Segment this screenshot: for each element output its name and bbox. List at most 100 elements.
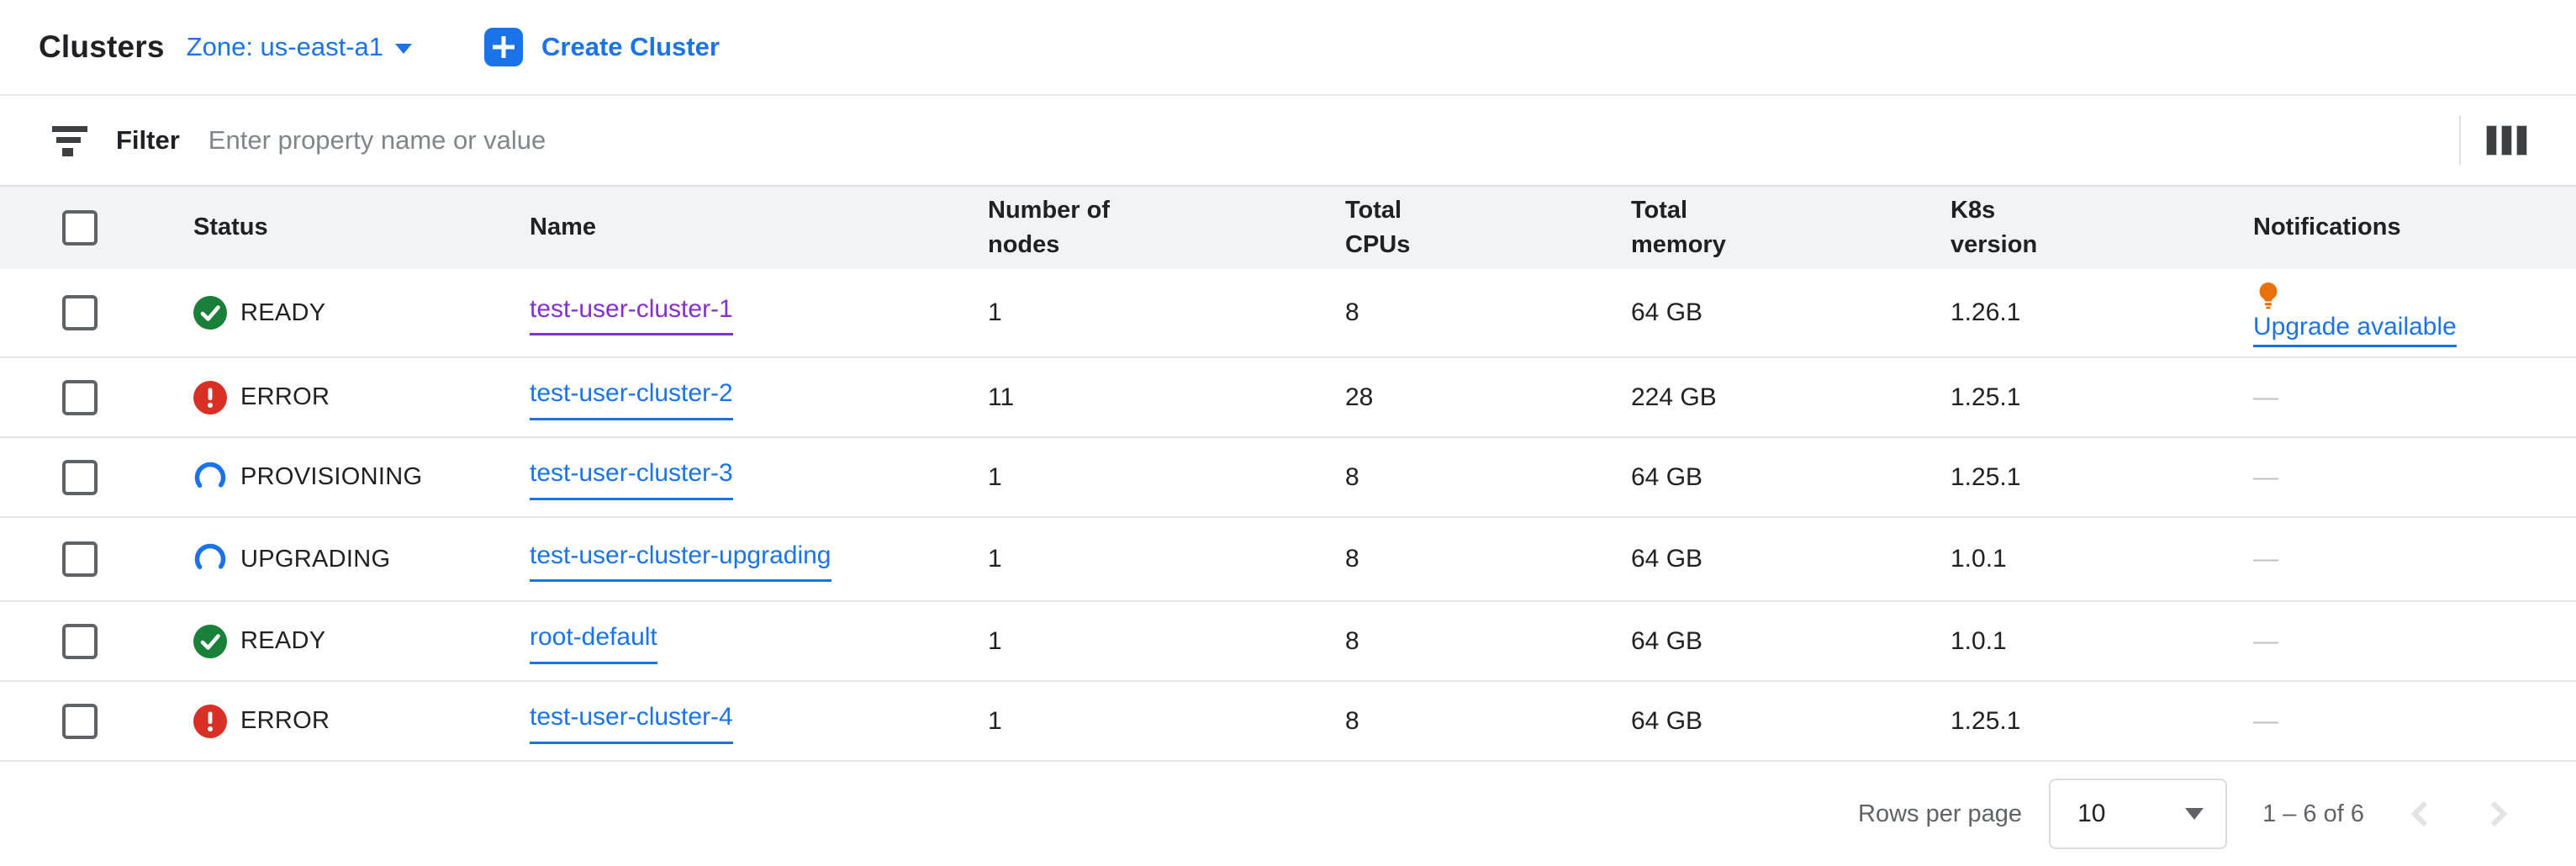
row-checkbox[interactable] — [62, 459, 98, 495]
k8s-version-value: 1.0.1 — [1950, 545, 2007, 573]
nodes-value: 11 — [988, 383, 1015, 411]
memory-value: 64 GB — [1631, 545, 1703, 573]
cpus-value: 8 — [1345, 462, 1359, 491]
memory-value: 64 GB — [1631, 462, 1703, 491]
cluster-name-link[interactable]: test-user-cluster-1 — [530, 290, 733, 336]
clusters-table: Status Name Number of nodes Total CPUs T… — [0, 185, 2576, 762]
column-header-cpus: Total CPUs — [1345, 196, 1411, 258]
table-row: READY test-user-cluster-1 1 8 64 GB 1.26… — [0, 269, 2576, 358]
column-header-name: Name — [530, 214, 596, 241]
status-icon — [193, 624, 227, 658]
rows-per-page-select[interactable]: 10 — [2049, 779, 2228, 849]
memory-value: 64 GB — [1631, 298, 1703, 326]
row-checkbox[interactable] — [62, 703, 98, 739]
cluster-name-link[interactable]: root-default — [530, 618, 657, 664]
upgrade-available-link[interactable]: Upgrade available — [2253, 313, 2457, 347]
error-exclamation-icon — [193, 380, 227, 415]
chevron-down-icon — [2185, 808, 2204, 820]
cluster-name-link[interactable]: test-user-cluster-upgrading — [530, 536, 831, 583]
notifications-cell: — — [2253, 463, 2576, 492]
k8s-version-value: 1.25.1 — [1950, 706, 2021, 735]
previous-page-button[interactable] — [2403, 795, 2440, 832]
columns-icon — [2486, 125, 2527, 156]
column-header-memory: Total memory — [1631, 196, 1726, 258]
notifications-cell: — — [2253, 707, 2576, 736]
select-all-checkbox[interactable] — [62, 210, 98, 246]
add-box-icon — [484, 28, 524, 66]
table-row: ERROR test-user-cluster-2 11 28 224 GB 1… — [0, 358, 2576, 438]
error-exclamation-icon — [193, 704, 227, 738]
notifications-cell: Upgrade available — [2253, 279, 2576, 347]
progress-spinner-icon — [194, 462, 226, 493]
k8s-version-value: 1.26.1 — [1950, 298, 2021, 326]
chevron-left-icon — [2410, 800, 2428, 827]
zone-selector[interactable]: Zone: us-east-a1 — [186, 32, 413, 62]
page-title: Clusters — [39, 29, 165, 64]
ready-check-icon — [193, 296, 227, 330]
chevron-down-icon — [395, 44, 413, 54]
no-notification-dash: — — [2253, 545, 2278, 573]
table-row: ERROR test-user-cluster-4 1 8 64 GB 1.25… — [0, 682, 2576, 762]
nodes-value: 1 — [988, 462, 1002, 491]
column-header-k8s-version: K8s version — [1950, 196, 2038, 258]
status-icon — [193, 461, 227, 494]
status-label: ERROR — [240, 383, 330, 410]
page-range-label: 1 – 6 of 6 — [2262, 800, 2364, 827]
filter-label: Filter — [116, 125, 180, 155]
status-cell: READY — [193, 296, 530, 330]
chevron-right-icon — [2490, 800, 2508, 827]
status-label: READY — [240, 298, 326, 326]
column-header-nodes: Number of nodes — [988, 196, 1110, 258]
rows-per-page-label: Rows per page — [1858, 800, 2023, 827]
create-cluster-label: Create Cluster — [541, 32, 720, 61]
nodes-value: 1 — [988, 298, 1002, 326]
k8s-version-value: 1.25.1 — [1950, 383, 2021, 411]
filter-icon — [52, 126, 91, 156]
notifications-cell: — — [2253, 627, 2576, 656]
cpus-value: 28 — [1345, 383, 1374, 411]
row-checkbox[interactable] — [62, 379, 98, 415]
table-row: READY root-default 1 8 64 GB 1.0.1 — — [0, 602, 2576, 682]
memory-value: 224 GB — [1631, 383, 1717, 411]
cluster-name-link[interactable]: test-user-cluster-4 — [530, 698, 733, 744]
nodes-value: 1 — [988, 626, 1002, 655]
status-icon — [193, 704, 227, 738]
column-display-button[interactable] — [2483, 122, 2531, 159]
divider — [2459, 116, 2461, 165]
table-row: UPGRADING test-user-cluster-upgrading 1 … — [0, 518, 2576, 602]
no-notification-dash: — — [2253, 626, 2278, 655]
row-checkbox[interactable] — [62, 295, 98, 330]
notifications-cell: — — [2253, 383, 2576, 412]
no-notification-dash: — — [2253, 706, 2278, 735]
column-header-notifications: Notifications — [2253, 214, 2401, 241]
k8s-version-value: 1.25.1 — [1950, 462, 2021, 491]
filter-input[interactable] — [208, 125, 2459, 156]
cpus-value: 8 — [1345, 706, 1359, 735]
page-header: Clusters Zone: us-east-a1 Create Cluster — [0, 0, 2576, 96]
column-header-status: Status — [193, 214, 268, 241]
status-icon — [193, 542, 227, 576]
row-checkbox[interactable] — [62, 623, 98, 659]
row-checkbox[interactable] — [62, 541, 98, 577]
nodes-value: 1 — [988, 706, 1002, 735]
next-page-button[interactable] — [2478, 795, 2515, 832]
notifications-cell: — — [2253, 545, 2576, 573]
filter-bar: Filter — [0, 96, 2576, 185]
status-icon — [193, 296, 227, 330]
table-header-row: Status Name Number of nodes Total CPUs T… — [0, 185, 2576, 269]
rows-per-page-value: 10 — [2077, 800, 2106, 827]
cluster-name-link[interactable]: test-user-cluster-3 — [530, 454, 733, 500]
memory-value: 64 GB — [1631, 626, 1703, 655]
upgrade-notification: Upgrade available — [2253, 279, 2576, 347]
status-cell: ERROR — [193, 380, 530, 415]
table-pagination: Rows per page 10 1 – 6 of 6 — [0, 762, 2576, 866]
nodes-value: 1 — [988, 545, 1002, 573]
status-icon — [193, 380, 227, 415]
status-cell: PROVISIONING — [193, 461, 530, 494]
cluster-name-link[interactable]: test-user-cluster-2 — [530, 374, 733, 420]
status-cell: UPGRADING — [193, 542, 530, 576]
ready-check-icon — [193, 624, 227, 658]
create-cluster-button[interactable]: Create Cluster — [484, 28, 720, 66]
zone-selector-label: Zone: us-east-a1 — [186, 32, 384, 61]
